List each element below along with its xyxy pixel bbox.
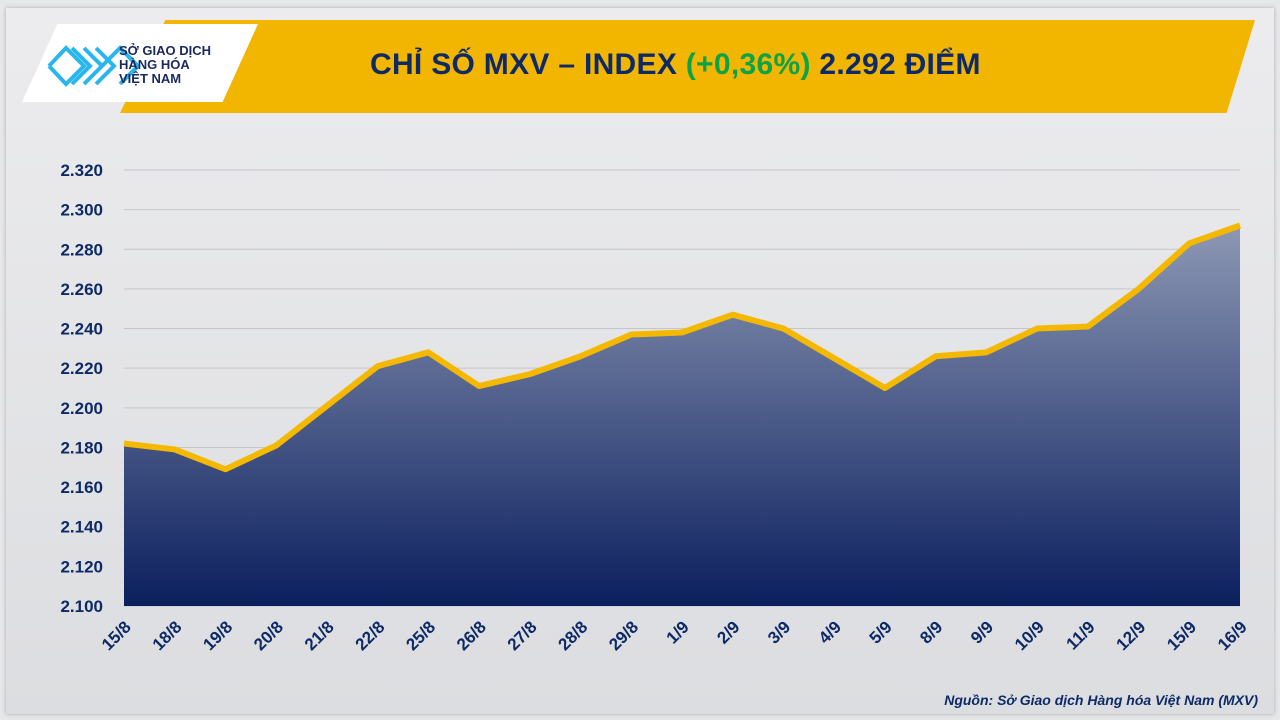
- x-tick-label: 10/9: [1011, 617, 1048, 654]
- mxv-logo: SỞ GIAO DỊCH HÀNG HÓA VIỆT NAM: [22, 24, 258, 102]
- title-banner: [120, 20, 1255, 113]
- y-tick-label: 2.160: [60, 478, 103, 497]
- title-suffix: 2.292 ĐIỂM: [810, 48, 981, 81]
- x-tick-label: 15/9: [1163, 617, 1200, 654]
- y-tick-label: 2.120: [60, 557, 103, 576]
- logo-line-2: HÀNG HÓA: [119, 57, 190, 72]
- x-tick-label: 16/9: [1214, 617, 1251, 654]
- x-tick-label: 20/8: [250, 617, 287, 654]
- y-tick-label: 2.180: [60, 438, 103, 457]
- x-tick-label: 22/8: [352, 617, 389, 654]
- x-tick-label: 27/8: [504, 617, 541, 654]
- x-tick-label: 26/8: [453, 617, 490, 654]
- y-tick-label: 2.280: [60, 240, 103, 259]
- x-tick-label: 2/9: [713, 617, 743, 647]
- x-tick-label: 3/9: [764, 617, 794, 647]
- x-tick-label: 11/9: [1062, 617, 1098, 653]
- y-tick-label: 2.240: [60, 320, 103, 339]
- x-tick-label: 19/8: [199, 617, 236, 654]
- y-tick-label: 2.260: [60, 280, 103, 299]
- source-note: Nguồn: Sở Giao dịch Hàng hóa Việt Nam (M…: [944, 692, 1258, 708]
- x-tick-label: 9/9: [967, 617, 997, 647]
- x-tick-label: 5/9: [866, 617, 896, 647]
- logo-line-3: VIỆT NAM: [119, 71, 182, 86]
- title-prefix: CHỈ SỐ MXV – INDEX: [370, 48, 686, 81]
- x-tick-label: 4/9: [815, 617, 845, 647]
- x-tick-label: 29/8: [605, 617, 642, 654]
- y-tick-label: 2.320: [60, 161, 103, 180]
- y-tick-label: 2.200: [60, 399, 103, 418]
- y-tick-label: 2.140: [60, 518, 103, 537]
- x-tick-label: 28/8: [555, 617, 592, 654]
- x-tick-label: 12/9: [1113, 617, 1150, 654]
- y-tick-label: 2.300: [60, 201, 103, 220]
- title-change: (+0,36%): [685, 48, 811, 81]
- logo-line-1: SỞ GIAO DỊCH: [119, 43, 211, 58]
- x-tick-label: 25/8: [402, 617, 439, 654]
- y-tick-label: 2.100: [60, 597, 103, 616]
- logo-mark-icon: [47, 45, 141, 87]
- x-tick-label: 18/8: [149, 617, 186, 654]
- page-title: CHỈ SỐ MXV – INDEX (+0,36%) 2.292 ĐIỂM: [370, 48, 981, 82]
- x-tick-label: 8/9: [916, 617, 946, 647]
- y-tick-label: 2.220: [60, 359, 103, 378]
- x-tick-label: 15/8: [98, 617, 135, 654]
- x-tick-label: 21/8: [301, 617, 338, 654]
- x-tick-label: 1/9: [663, 617, 693, 647]
- area-fill: [124, 225, 1240, 606]
